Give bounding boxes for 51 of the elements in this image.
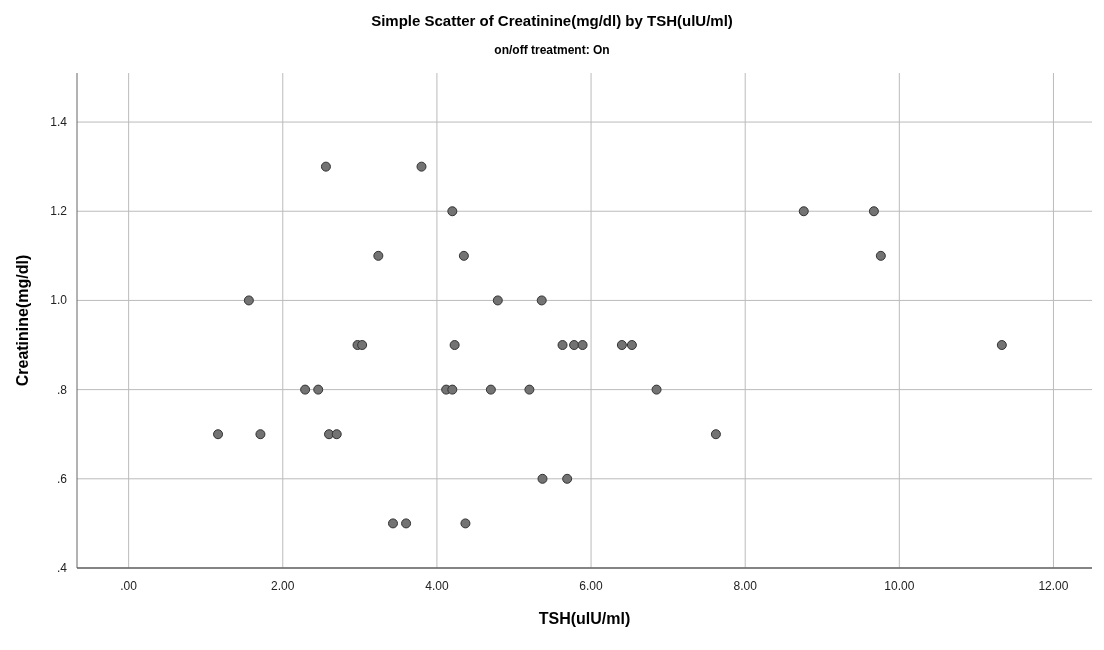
chart-subtitle: on/off treatment: On [494, 43, 610, 57]
point [373, 250, 384, 261]
point [460, 518, 471, 529]
point [536, 295, 547, 306]
y-axis-title: Creatinine(mg/dl) [14, 254, 31, 387]
point [875, 250, 886, 261]
x-tick-label: 2.00 [271, 579, 295, 593]
point [449, 340, 460, 351]
point [300, 384, 311, 395]
x-tick-label: 4.00 [425, 579, 449, 593]
point [616, 340, 627, 351]
point [255, 429, 266, 440]
point [320, 161, 331, 172]
y-tick-label: 1.2 [50, 204, 68, 219]
point [868, 206, 879, 217]
y-tick-label: .8 [56, 382, 68, 397]
point [401, 518, 412, 529]
point [243, 295, 254, 306]
point [313, 384, 324, 395]
point [557, 340, 568, 351]
point [492, 295, 503, 306]
x-tick-label: 6.00 [579, 579, 604, 593]
point [577, 340, 588, 351]
point [626, 340, 637, 351]
point [357, 340, 368, 351]
point [710, 429, 721, 440]
point [996, 340, 1007, 351]
x-tick-label: .00 [120, 579, 138, 593]
point [387, 518, 398, 529]
y-tick-label: 1.0 [50, 293, 68, 308]
chart-title: Simple Scatter of Creatinine(mg/dl) by TSH(ulU/ml) [371, 12, 733, 29]
point [524, 384, 535, 395]
y-tick-label: 1.4 [50, 115, 68, 130]
point [651, 384, 662, 395]
point [331, 429, 342, 440]
x-tick-label: 8.00 [733, 579, 758, 593]
point [537, 473, 548, 484]
point [562, 473, 573, 484]
x-tick-label: 12.00 [1038, 579, 1069, 593]
x-tick-label: 10.00 [884, 579, 915, 593]
point [447, 384, 458, 395]
point [447, 206, 458, 217]
point [213, 429, 224, 440]
y-tick-label: .4 [56, 561, 68, 575]
point [458, 250, 469, 261]
x-axis-title: TSH(ulU/ml) [538, 610, 631, 627]
y-tick-label: .6 [56, 471, 68, 486]
point [569, 340, 580, 351]
point [798, 206, 809, 217]
point [485, 384, 496, 395]
point [416, 161, 427, 172]
